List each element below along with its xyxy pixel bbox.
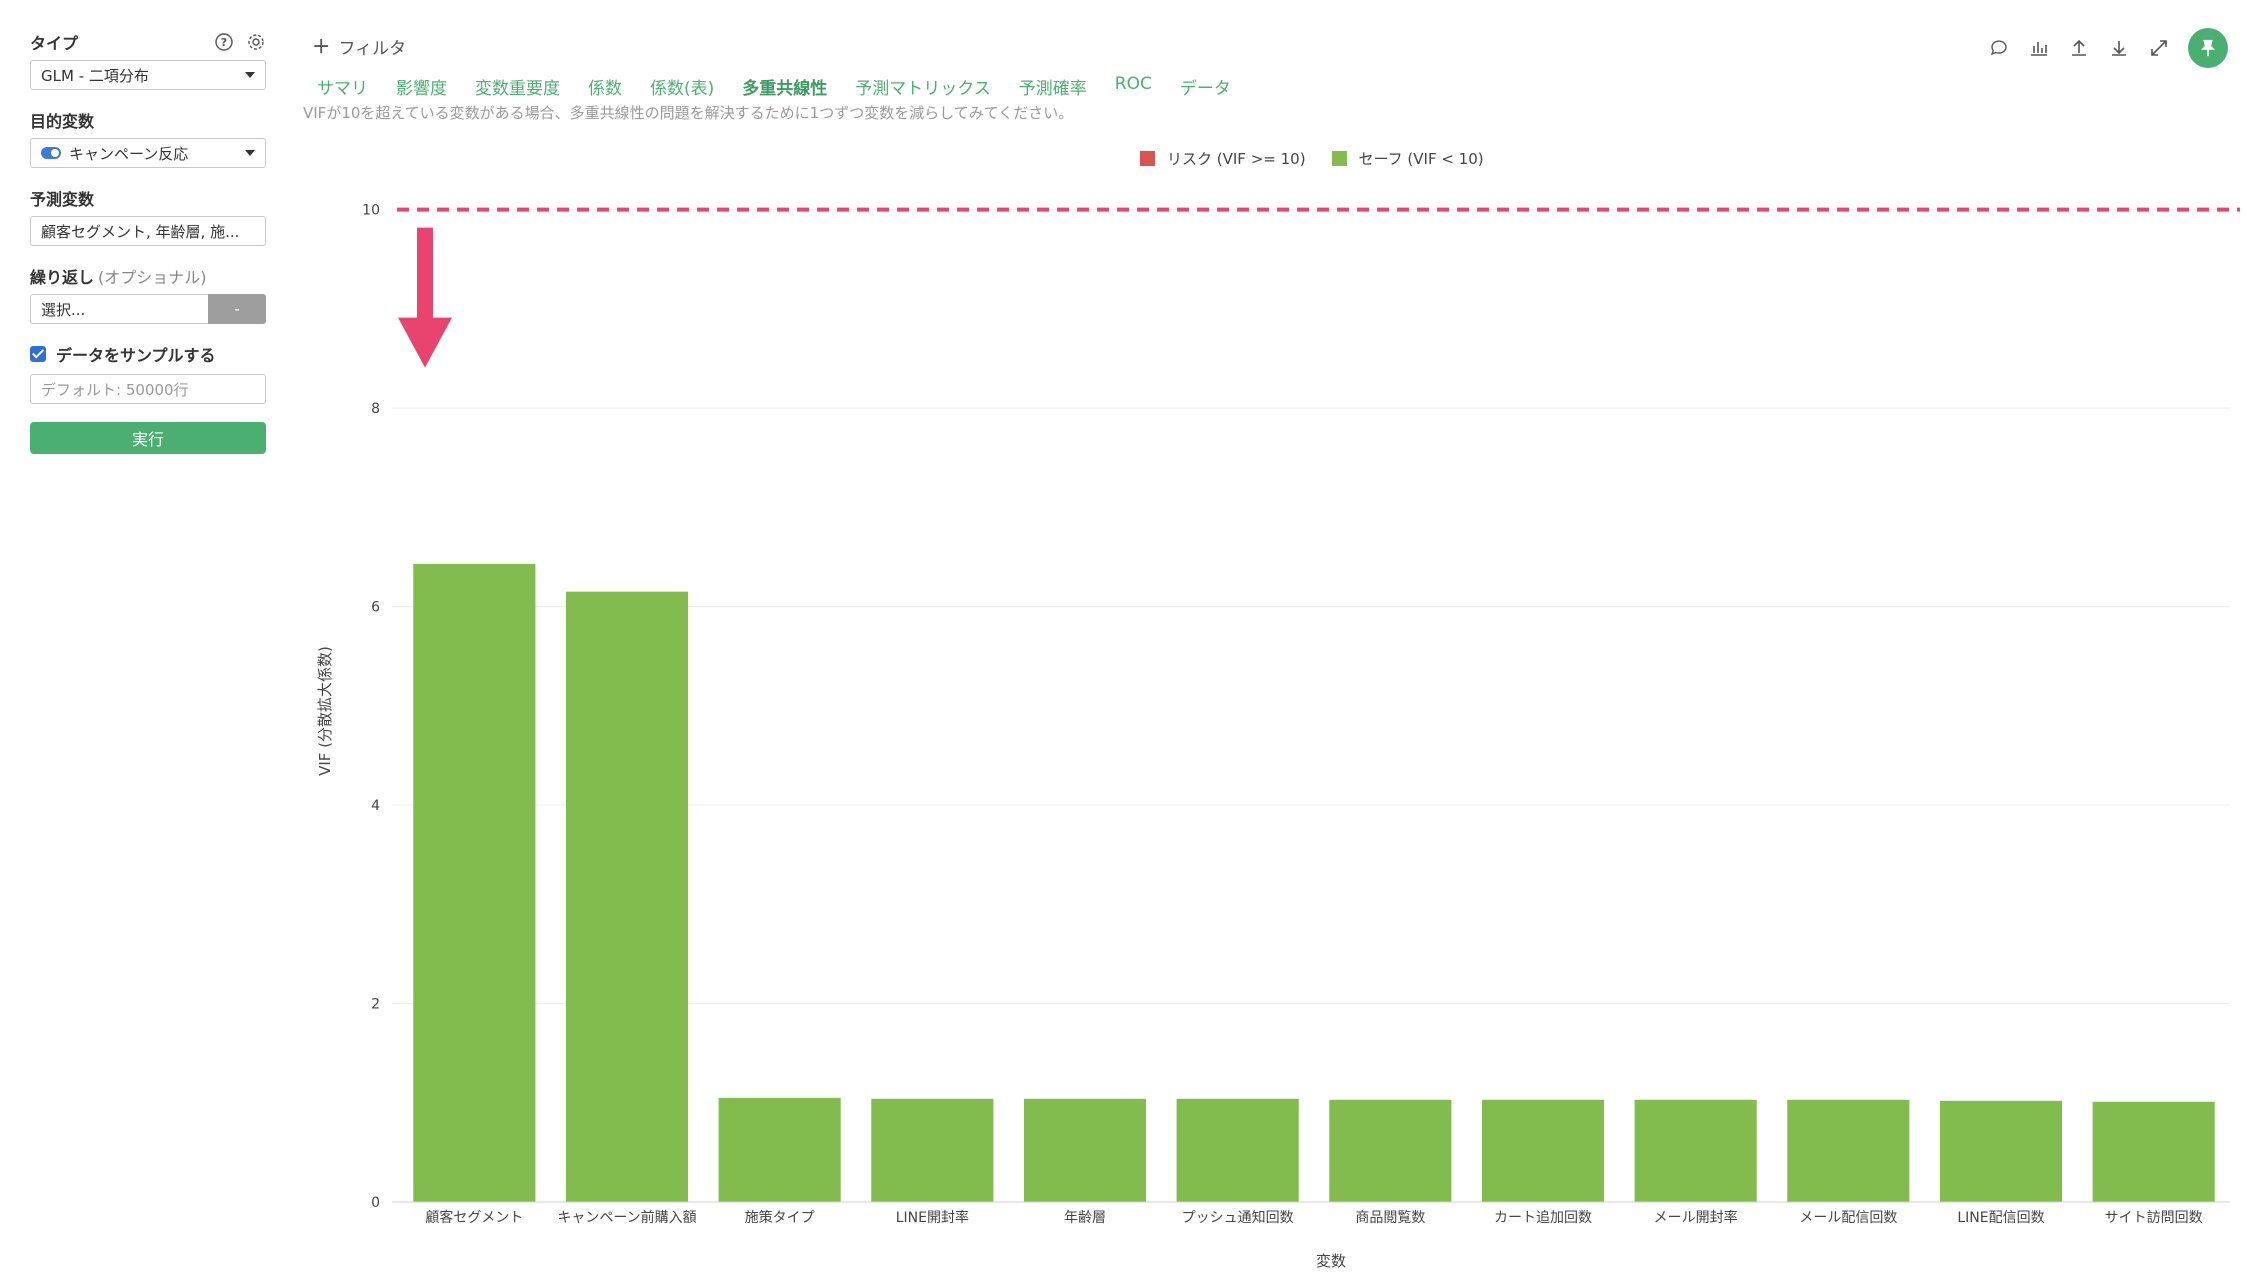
annotation-arrow-shaft bbox=[417, 227, 433, 328]
tab-8[interactable]: ROC bbox=[1114, 74, 1152, 94]
x-tick-label: サイト訪問回数 bbox=[2105, 1210, 2203, 1226]
sidebar: タイプ ? GLM - 二項分布 目的変数 キャンペーン反応 予測変数 顧客セグ… bbox=[30, 30, 266, 454]
filter-label: フィルタ bbox=[338, 39, 407, 59]
type-label: タイプ bbox=[30, 34, 79, 53]
bar-8 bbox=[1634, 1099, 1757, 1202]
comment-icon[interactable] bbox=[1988, 37, 2010, 59]
target-label-row: 目的変数 bbox=[30, 108, 266, 132]
legend-item-safe[interactable]: セーフ (VIF < 10) bbox=[1331, 148, 1484, 169]
repeat-label-row: 繰り返し (オプショナル) bbox=[30, 264, 266, 288]
tab-9[interactable]: データ bbox=[1179, 79, 1231, 99]
x-tick-label: プッシュ通知回数 bbox=[1182, 1209, 1294, 1226]
analysis-tabs: サマリ 影響度 変数重要度 係数 係数(表) 多重共線性 予測マトリックス 予測確率 ROC デー… bbox=[303, 74, 1245, 99]
sample-row: データをサンプルする bbox=[30, 342, 266, 366]
legend-item-risk[interactable]: リスク (VIF >= 10) bbox=[1140, 148, 1306, 169]
x-tick-label: 年齢層 bbox=[1064, 1210, 1106, 1226]
tab-2[interactable]: 変数重要度 bbox=[475, 79, 560, 99]
chart-icon[interactable] bbox=[2028, 37, 2050, 59]
tab-1[interactable]: 影響度 bbox=[396, 79, 447, 99]
repeat-input-group: 選択... - bbox=[30, 294, 266, 324]
repeat-select[interactable]: 選択... bbox=[30, 294, 208, 324]
y-tick-label: 2 bbox=[371, 997, 380, 1013]
x-tick-label: メール開封率 bbox=[1654, 1209, 1738, 1226]
predictors-select[interactable]: 顧客セグメント, 年齢層, 施... bbox=[30, 216, 266, 246]
tab-4[interactable]: 係数(表) bbox=[650, 79, 715, 99]
boolean-type-icon bbox=[41, 147, 61, 159]
pin-icon bbox=[2201, 39, 2215, 57]
bar-2 bbox=[718, 1097, 841, 1202]
predictors-value: 顧客セグメント, 年齢層, 施... bbox=[41, 222, 240, 241]
toolbar bbox=[1988, 28, 2228, 68]
tab-5[interactable]: 多重共線性 bbox=[742, 79, 828, 99]
tab-6[interactable]: 予測マトリックス bbox=[855, 79, 991, 99]
y-tick-label: 8 bbox=[371, 401, 380, 417]
sample-label: データをサンプルする bbox=[56, 346, 216, 365]
download-icon[interactable] bbox=[2108, 37, 2130, 59]
legend-swatch-risk bbox=[1140, 151, 1155, 166]
bar-7 bbox=[1481, 1099, 1605, 1202]
x-tick-label: 商品閲覧数 bbox=[1355, 1209, 1425, 1226]
x-tick-label: LINE開封率 bbox=[896, 1209, 969, 1226]
type-label-row: タイプ ? bbox=[30, 30, 266, 54]
chevron-down-icon bbox=[245, 150, 255, 156]
y-tick-label: 6 bbox=[371, 600, 380, 616]
upload-icon[interactable] bbox=[2068, 37, 2090, 59]
x-tick-label: LINE配信回数 bbox=[1957, 1210, 2044, 1226]
filter-button[interactable]: + フィルタ bbox=[312, 34, 406, 59]
legend-label-risk: リスク (VIF >= 10) bbox=[1167, 150, 1306, 168]
bar-9 bbox=[1787, 1099, 1910, 1202]
bar-11 bbox=[2092, 1101, 2215, 1202]
target-select[interactable]: キャンペーン反応 bbox=[30, 138, 266, 168]
y-tick-label: 10 bbox=[362, 203, 380, 219]
target-label: 目的変数 bbox=[30, 112, 95, 131]
legend-label-safe: セーフ (VIF < 10) bbox=[1358, 150, 1484, 168]
x-tick-label: 施策タイプ bbox=[745, 1209, 815, 1226]
tab-7[interactable]: 予測確率 bbox=[1018, 79, 1087, 99]
target-select-value: キャンペーン反応 bbox=[69, 144, 189, 163]
y-tick-label: 0 bbox=[371, 1195, 380, 1211]
bar-5 bbox=[1176, 1098, 1299, 1202]
bar-3 bbox=[871, 1098, 994, 1202]
type-select-value: GLM - 二項分布 bbox=[41, 66, 149, 85]
type-select[interactable]: GLM - 二項分布 bbox=[30, 60, 266, 90]
y-tick-label: 4 bbox=[371, 798, 380, 814]
bar-0 bbox=[413, 563, 536, 1202]
legend-swatch-safe bbox=[1331, 151, 1347, 166]
plus-icon: + bbox=[312, 33, 331, 59]
chart-legend: リスク (VIF >= 10) セーフ (VIF < 10) bbox=[1140, 148, 1484, 169]
repeat-optional-label: (オプショナル) bbox=[98, 268, 207, 287]
chevron-down-icon bbox=[245, 72, 255, 78]
svg-text:?: ? bbox=[221, 36, 227, 49]
x-tick-label: メール配信回数 bbox=[1799, 1210, 1897, 1226]
x-axis-label: 変数 bbox=[1316, 1252, 1346, 1270]
bar-1 bbox=[565, 591, 689, 1202]
annotation-arrow-head bbox=[398, 317, 452, 368]
x-tick-label: 顧客セグメント bbox=[425, 1209, 523, 1226]
x-tick-label: カート追加回数 bbox=[1494, 1210, 1592, 1226]
expand-icon[interactable] bbox=[2148, 37, 2170, 59]
bar-10 bbox=[1939, 1100, 2063, 1202]
x-tick-label: キャンペーン前購入額 bbox=[557, 1209, 696, 1226]
tab-3[interactable]: 係数 bbox=[588, 79, 622, 99]
repeat-button[interactable]: - bbox=[208, 294, 266, 324]
bar-4 bbox=[1023, 1098, 1147, 1202]
help-icon[interactable]: ? bbox=[214, 32, 234, 52]
gear-icon[interactable] bbox=[246, 32, 266, 52]
tab-0[interactable]: サマリ bbox=[317, 79, 368, 99]
vif-hint-text: VIFが10を超えている変数がある場合、多重共線性の問題を解決するために1つずつ… bbox=[303, 104, 1074, 122]
y-axis-label: VIF (分散拡大係数) bbox=[316, 646, 334, 776]
bar-6 bbox=[1329, 1099, 1452, 1202]
predictors-label-row: 予測変数 bbox=[30, 186, 266, 210]
predictors-label: 予測変数 bbox=[30, 190, 95, 209]
pin-button[interactable] bbox=[2188, 28, 2228, 68]
repeat-label: 繰り返し bbox=[30, 268, 95, 287]
vif-bar-chart: 0 2 4 6 8 10 VIF (分散拡大係数) 変数 顧客セグメント キャンペーン前購入額 施策… bbox=[316, 203, 2240, 1270]
run-button[interactable]: 実行 bbox=[30, 422, 266, 454]
sample-checkbox[interactable] bbox=[30, 346, 46, 362]
sample-size-input[interactable]: デフォルト: 50000行 bbox=[30, 374, 266, 404]
